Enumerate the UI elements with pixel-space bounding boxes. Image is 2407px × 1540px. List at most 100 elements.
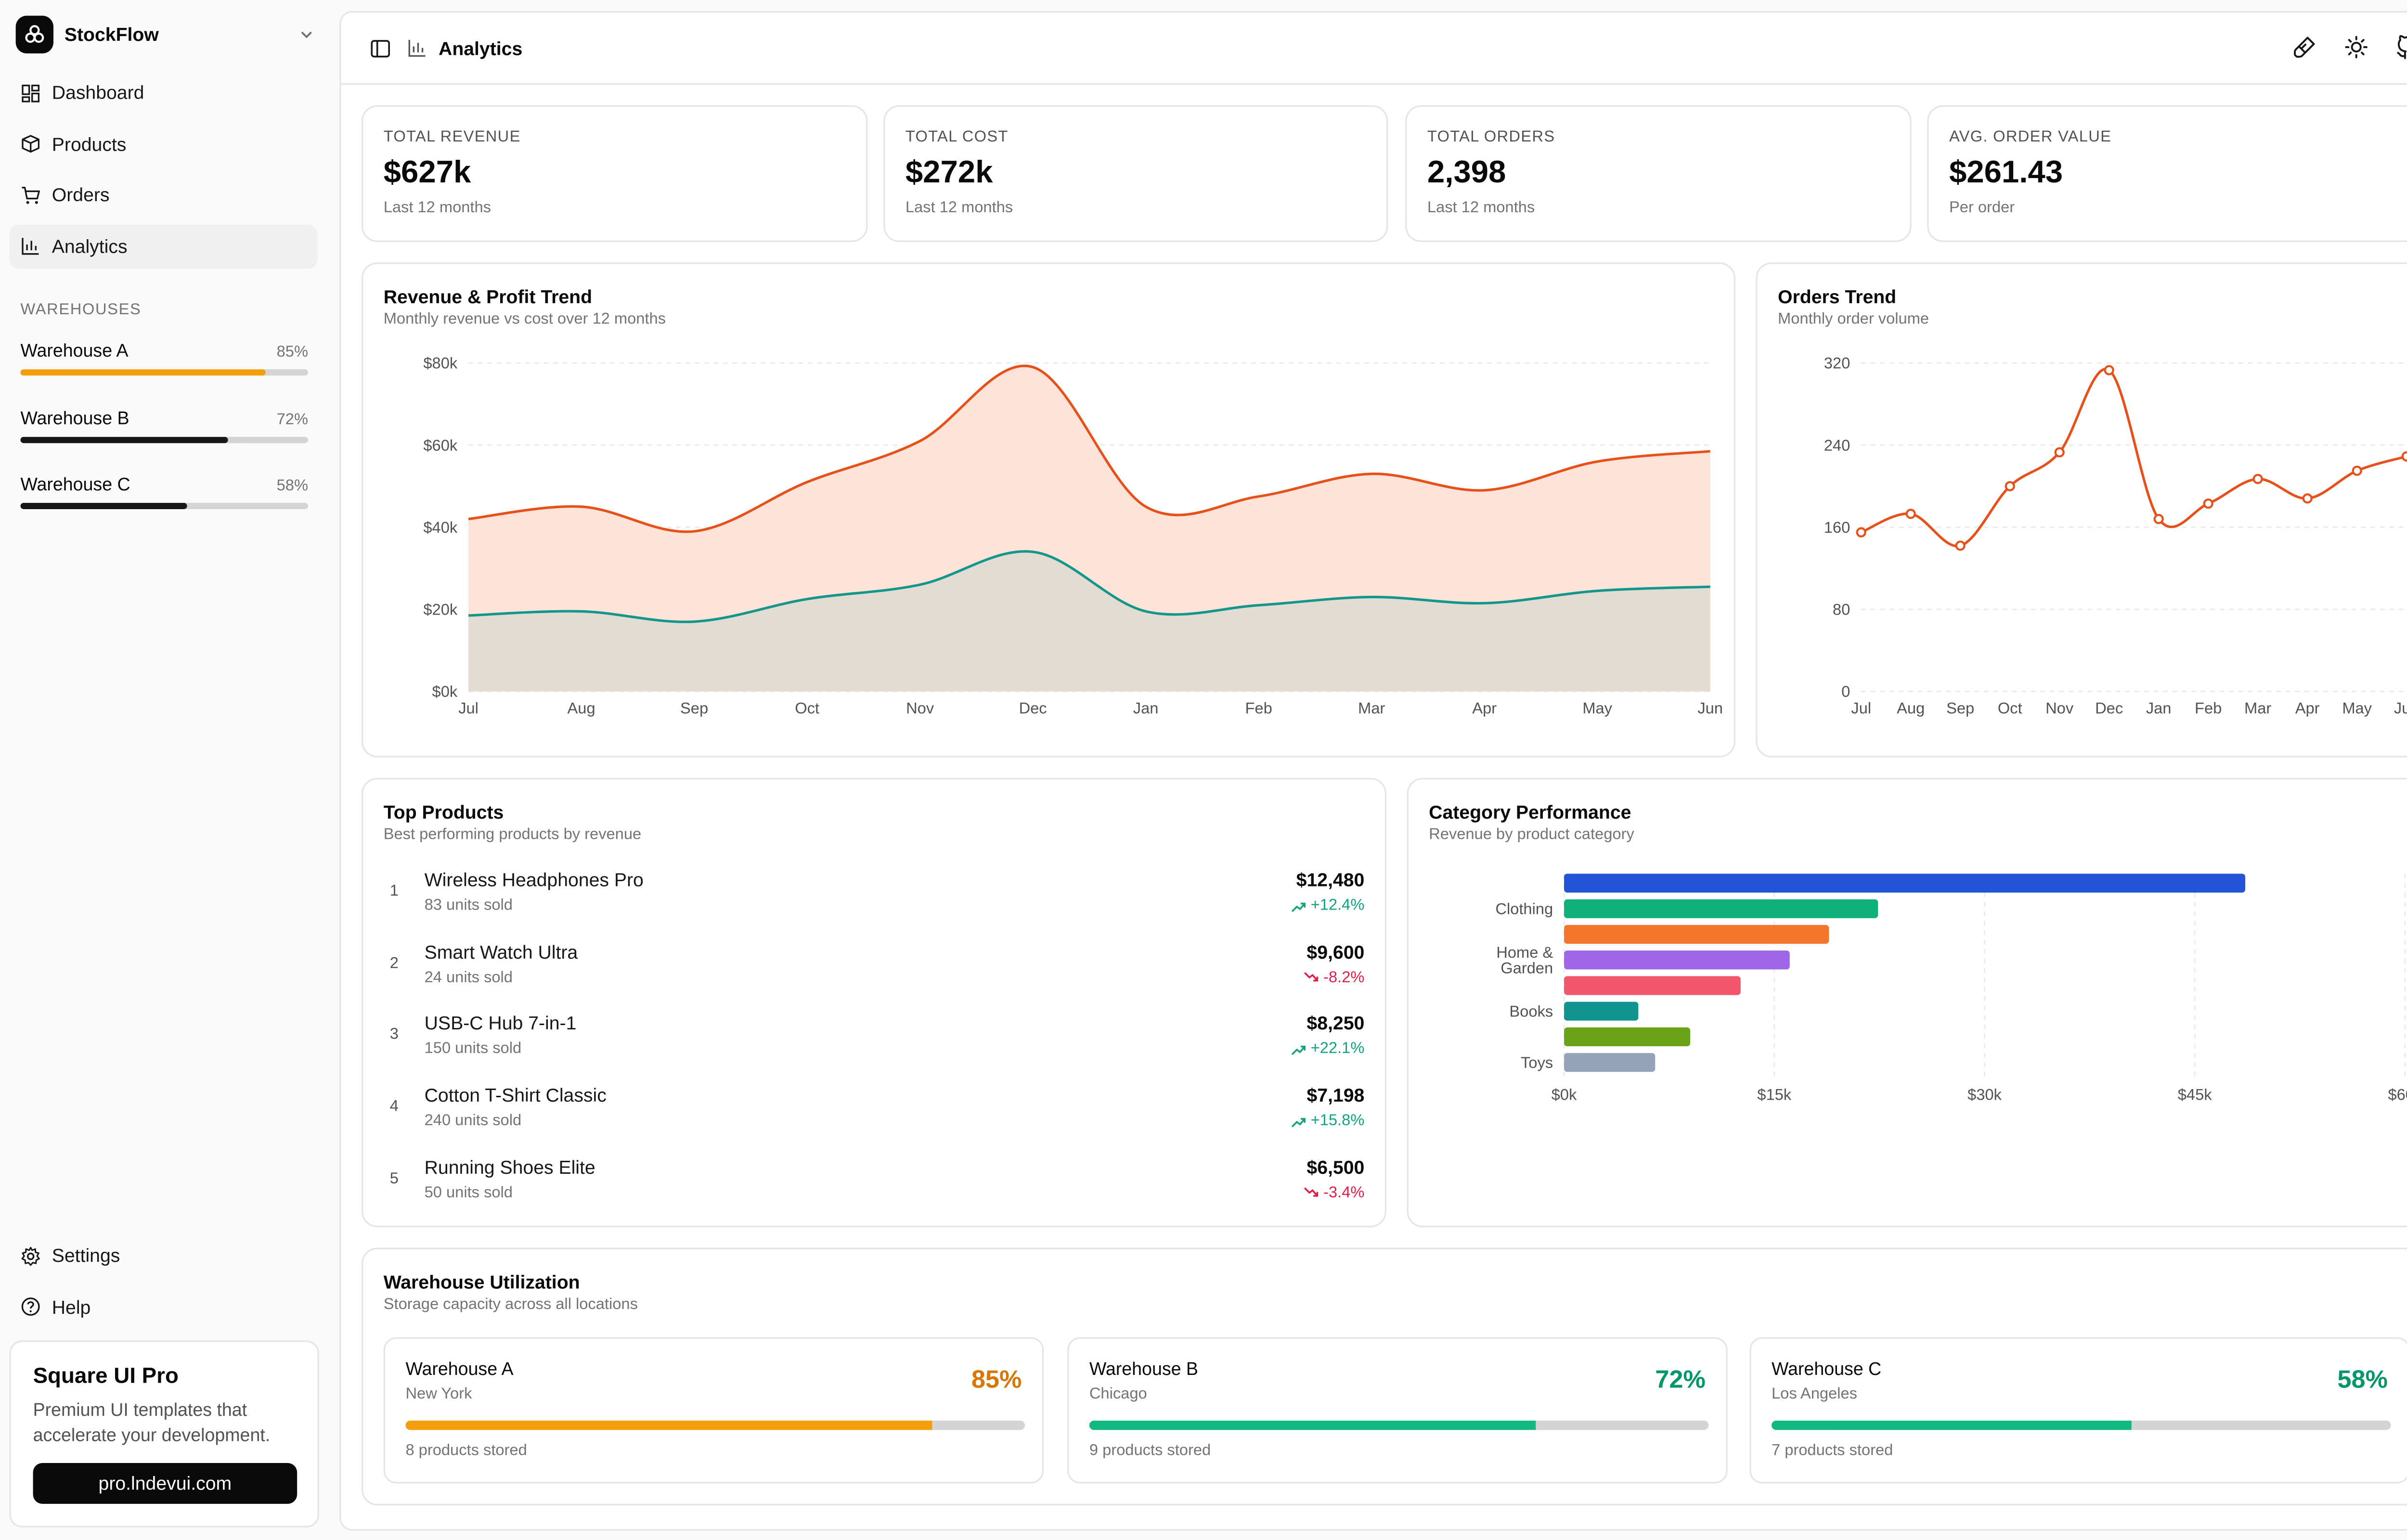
orders-trend-chart: 0 80 160 240 320 Jul Aug Sep Oct Nov Dec Jan Feb Mar A…: [1824, 354, 2407, 717]
nav-item-settings[interactable]: Settings: [10, 1233, 318, 1277]
product-change-value: -3.4%: [1323, 1184, 1365, 1202]
warehouse-progress-fill: [20, 502, 187, 509]
data-point[interactable]: [2104, 365, 2114, 375]
workspace-switcher[interactable]: StockFlow: [15, 14, 318, 55]
x-tick-label: Apr: [1472, 699, 1497, 717]
data-point[interactable]: [2203, 498, 2213, 509]
category-bar[interactable]: [1564, 1001, 1639, 1021]
product-units-sold: 83 units sold: [424, 897, 513, 915]
utilization-card-warehouse-a[interactable]: Warehouse A New York 85% 8 products stor…: [383, 1337, 1044, 1484]
sidebar-warehouse-c[interactable]: Warehouse C 58%: [20, 476, 308, 509]
warehouse-name: Warehouse B: [20, 410, 129, 429]
y-tick-label: Toys: [1521, 1053, 1553, 1071]
x-tick-label: Mar: [1358, 699, 1385, 717]
main-panel: Analytics TOTAL REVENUE $627k Last 12 mo…: [339, 11, 2407, 1531]
product-revenue: $12,480: [1296, 869, 1365, 891]
product-row[interactable]: 2 Smart Watch Ultra 24 units sold $9,600 -8.…: [384, 935, 1365, 998]
data-point[interactable]: [2302, 493, 2313, 504]
y-tick-label: $80k: [423, 354, 457, 372]
product-row[interactable]: 3 USB-C Hub 7-in-1 150 units sold $8,250 +22…: [384, 1006, 1365, 1069]
stat-subtext: Last 12 months: [383, 199, 491, 217]
nav-label: Help: [52, 1296, 91, 1318]
warehouses-section-label: WAREHOUSES: [20, 301, 142, 319]
warehouse-progress-track: [20, 502, 308, 509]
promo-text: Premium UI templates that accelerate you…: [33, 1401, 271, 1446]
products-stored: 9 products stored: [1089, 1442, 1211, 1460]
data-point[interactable]: [2153, 513, 2164, 525]
promo-link-button[interactable]: pro.lndevui.com: [33, 1463, 298, 1504]
data-point[interactable]: [1856, 527, 1866, 538]
category-bar[interactable]: [1564, 1053, 1656, 1072]
stat-card-avg-order-value: AVG. ORDER VALUE $261.43 Per order: [1927, 105, 2407, 242]
help-icon: [21, 1297, 40, 1316]
nav-item-orders[interactable]: Orders: [10, 173, 318, 217]
x-tick-label: $45k: [2178, 1086, 2212, 1104]
product-change-value: -8.2%: [1323, 969, 1365, 987]
card-subtitle: Best performing products by revenue: [383, 826, 642, 844]
stat-card-total-orders: TOTAL ORDERS 2,398 Last 12 months: [1405, 105, 1912, 242]
category-bar[interactable]: [1564, 899, 1878, 918]
y-tick-label: 160: [1824, 518, 1850, 536]
data-point[interactable]: [1905, 509, 1916, 519]
y-tick-label: 320: [1824, 354, 1850, 372]
warehouse-name: Warehouse B: [1089, 1360, 1198, 1380]
utilization-card-warehouse-b[interactable]: Warehouse B Chicago 72% 9 products store…: [1067, 1337, 1728, 1484]
data-point[interactable]: [2252, 474, 2263, 484]
sidebar-warehouse-b[interactable]: Warehouse B 72%: [20, 410, 308, 443]
github-icon[interactable]: [2395, 35, 2407, 60]
nav-item-help[interactable]: Help: [10, 1285, 318, 1329]
product-units-sold: 50 units sold: [424, 1184, 513, 1202]
stat-value: $272k: [905, 155, 993, 191]
product-rank: 3: [389, 1027, 399, 1044]
card-subtitle: Storage capacity across all locations: [383, 1296, 638, 1314]
product-rank: 4: [389, 1098, 399, 1116]
category-bar[interactable]: [1564, 873, 2245, 893]
product-rank: 5: [389, 1170, 399, 1188]
brush-icon[interactable]: [2292, 35, 2317, 60]
stat-value: $627k: [383, 155, 471, 191]
card-title: Warehouse Utilization: [383, 1271, 580, 1294]
category-bar[interactable]: [1564, 924, 1829, 944]
chevron-down-icon: [301, 31, 312, 38]
sun-icon[interactable]: [2344, 35, 2369, 60]
bottom-nav: Settings Help: [10, 1233, 318, 1336]
sidebar-warehouse-a[interactable]: Warehouse A 85%: [20, 343, 308, 376]
utilization-percent: 58%: [2337, 1367, 2388, 1394]
utilization-progress-track: [1771, 1420, 2391, 1430]
utilization-percent: 72%: [1655, 1367, 1706, 1394]
x-tick-label: $60k: [2388, 1086, 2407, 1104]
data-point[interactable]: [2054, 447, 2065, 458]
product-revenue: $7,198: [1307, 1084, 1365, 1107]
x-tick-label: Feb: [2195, 699, 2222, 717]
nav-label: Settings: [52, 1245, 120, 1267]
dashboard-icon: [22, 84, 40, 102]
product-row[interactable]: 1 Wireless Headphones Pro 83 units sold $12…: [384, 863, 1365, 926]
series-line-0: [468, 364, 1710, 533]
nav-item-analytics[interactable]: Analytics: [9, 224, 318, 269]
warehouse-name: Warehouse A: [405, 1360, 514, 1380]
main-nav: Dashboard Products Orders Analytics: [9, 71, 318, 276]
nav-item-dashboard[interactable]: Dashboard: [10, 71, 318, 115]
category-bar[interactable]: [1564, 976, 1741, 995]
y-tick-label: $60k: [423, 436, 457, 454]
product-row[interactable]: 4 Cotton T-Shirt Classic 240 units sold $7,…: [384, 1078, 1365, 1141]
product-name: USB-C Hub 7-in-1: [424, 1013, 577, 1035]
data-point[interactable]: [2352, 465, 2362, 476]
utilization-card-warehouse-c[interactable]: Warehouse C Los Angeles 58% 7 products s…: [1749, 1337, 2407, 1484]
category-bar[interactable]: [1564, 950, 1790, 970]
product-name: Wireless Headphones Pro: [424, 869, 644, 891]
stat-card-total-cost: TOTAL COST $272k Last 12 months: [883, 105, 1388, 242]
y-tick-label: Clothing: [1495, 900, 1553, 918]
product-row[interactable]: 5 Running Shoes Elite 50 units sold $6,500 -…: [384, 1150, 1365, 1213]
data-point[interactable]: [2005, 481, 2015, 491]
x-tick-label: Oct: [795, 699, 819, 717]
data-point[interactable]: [1955, 540, 1966, 551]
data-point[interactable]: [2401, 451, 2407, 462]
promo-title: Square UI Pro: [33, 1362, 179, 1388]
category-bar[interactable]: [1564, 1027, 1691, 1047]
series-area-1: [468, 551, 1710, 692]
x-tick-label: Aug: [1897, 699, 1925, 717]
sidebar-toggle-icon[interactable]: [369, 37, 391, 59]
nav-item-products[interactable]: Products: [10, 122, 318, 166]
promo-card: Square UI Pro Premium UI templates that …: [9, 1340, 319, 1527]
